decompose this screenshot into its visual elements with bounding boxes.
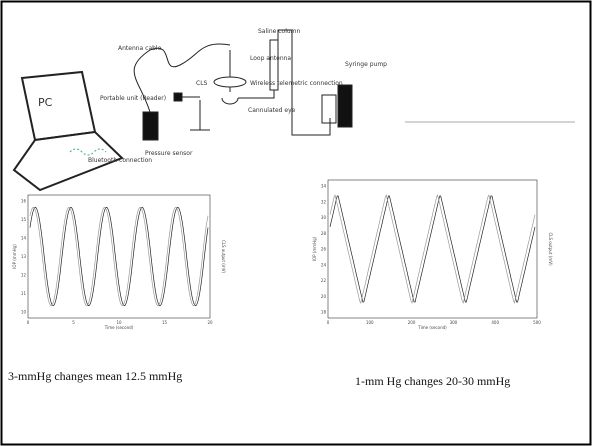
x-tick-label: 200 [408, 320, 416, 325]
y-axis-label: IOP (mmHg) [312, 236, 317, 261]
y-tick-label: 30 [321, 215, 327, 220]
label: Loop antenna [250, 55, 291, 62]
y2-axis-label: CLS output (mV) [221, 240, 226, 273]
y2-axis-label: CLS output (mV) [548, 232, 553, 265]
label: Wireless telemetric connection [250, 80, 343, 87]
y-tick-label: 26 [321, 247, 327, 252]
x-tick-label: 0 [27, 320, 30, 325]
label: Saline column [258, 28, 301, 35]
y-tick-label: 20 [321, 294, 327, 299]
x-axis-label: Time (second) [104, 325, 134, 330]
y-tick-label: 11 [21, 291, 27, 296]
y-tick-label: 15 [21, 217, 27, 222]
caption: 3-mmHg changes mean 12.5 mmHg [8, 369, 182, 383]
x-tick-label: 500 [533, 320, 541, 325]
x-tick-label: 5 [72, 320, 75, 325]
x-tick-label: 0 [327, 320, 330, 325]
page: PC Antenna cable Portable unit (Reader) … [0, 0, 592, 446]
x-tick-label: 400 [491, 320, 499, 325]
y-tick-label: 10 [21, 310, 27, 315]
y-tick-label: 24 [321, 262, 327, 267]
label: Bluetooth connection [88, 157, 152, 164]
label: Portable unit (Reader) [100, 95, 166, 102]
label: Pressure sensor [145, 150, 193, 157]
label: Antenna cable [118, 45, 162, 52]
y-tick-label: 14 [21, 236, 27, 241]
y-tick-label: 16 [21, 199, 27, 204]
x-tick-label: 100 [366, 320, 374, 325]
y-tick-label: 12 [21, 273, 27, 278]
label: CLS [196, 80, 208, 87]
y-tick-label: 32 [321, 199, 327, 204]
x-tick-label: 300 [450, 320, 458, 325]
y-tick-label: 13 [21, 254, 27, 259]
x-tick-label: 20 [207, 320, 213, 325]
caption: 1-mm Hg changes 20-30 mmHg [355, 374, 510, 388]
y-axis-label: IOP (mmHg) [12, 244, 17, 269]
pc-label: PC [38, 96, 53, 109]
y-tick-label: 18 [321, 310, 327, 315]
slide: PC Antenna cable Portable unit (Reader) … [0, 0, 592, 446]
y-tick-label: 34 [321, 184, 327, 189]
x-tick-label: 15 [162, 320, 168, 325]
y-tick-label: 28 [321, 231, 327, 236]
x-axis-label: Time (second) [417, 325, 447, 330]
y-tick-label: 22 [321, 278, 327, 283]
label: Cannulated eye [248, 107, 296, 114]
label: Syringe pump [345, 61, 387, 68]
